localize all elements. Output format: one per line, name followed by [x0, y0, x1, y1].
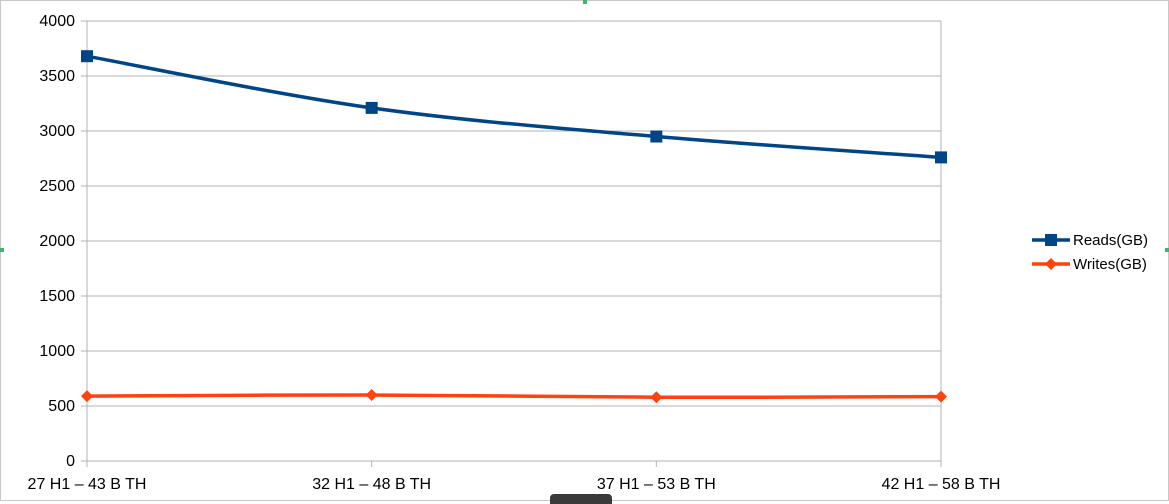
grid-lines [87, 20, 941, 462]
y-tick-label: 4000 [39, 13, 75, 30]
data-point [650, 391, 663, 404]
y-tick-label: 2500 [39, 178, 75, 195]
y-tick-label: 3500 [39, 68, 75, 85]
y-tick-label: 1500 [39, 288, 75, 305]
x-tick-label: 37 H1 – 53 B TH [597, 476, 716, 493]
y-tick-label: 1000 [39, 343, 75, 360]
data-point [365, 101, 378, 114]
series-0 [81, 50, 947, 164]
series-line [86, 54, 942, 160]
axes: 0 500 1000 1500 2000 2500 3000 3500 4000 27 H1 – … [28, 13, 1001, 493]
legend-label: Reads(GB) [1073, 232, 1148, 249]
data-point [81, 50, 93, 63]
legend: Reads(GB) Writes(GB) [1032, 232, 1148, 273]
y-tick-label: 2000 [39, 233, 75, 250]
x-tick-label: 27 H1 – 43 B TH [28, 476, 147, 493]
x-tick-label: 32 H1 – 48 B TH [312, 476, 431, 493]
data-point [935, 390, 947, 403]
data-point [650, 130, 663, 143]
legend-label: Writes(GB) [1073, 256, 1147, 273]
y-tick-label: 0 [66, 453, 75, 470]
series-1 [81, 389, 947, 404]
data-point [365, 389, 378, 401]
series-layer [81, 50, 947, 404]
legend-marker [1045, 258, 1057, 270]
selection-handle-left[interactable] [0, 248, 4, 252]
scroll-tab[interactable] [550, 494, 612, 504]
y-tick-label: 3000 [39, 123, 75, 140]
y-tick-label: 500 [48, 398, 75, 415]
selection-handle-top[interactable] [583, 0, 587, 4]
series-line [86, 393, 942, 400]
selection-handle-right[interactable] [1165, 248, 1169, 252]
legend-marker [1045, 234, 1057, 246]
data-point [935, 151, 947, 164]
x-tick-label: 42 H1 – 58 B TH [882, 476, 1001, 493]
data-point [81, 390, 93, 403]
